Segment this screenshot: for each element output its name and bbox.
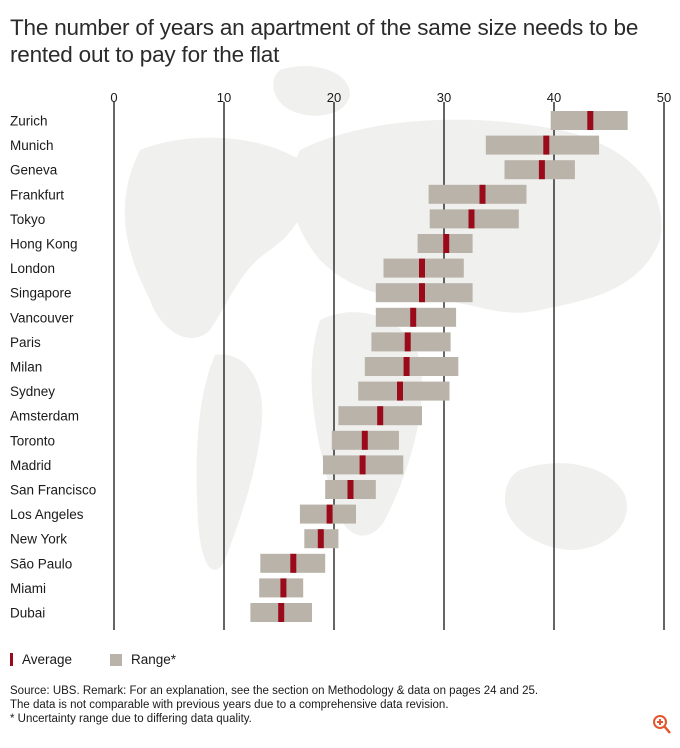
- zoom-icon[interactable]: [652, 714, 672, 736]
- city-label: Munich: [10, 138, 54, 153]
- city-label: Toronto: [10, 433, 55, 448]
- x-tick-label: 30: [437, 90, 451, 105]
- city-label: Amsterdam: [10, 409, 79, 424]
- x-tick-label: 10: [217, 90, 231, 105]
- city-label: Miami: [10, 581, 46, 596]
- average-marker: [404, 332, 411, 352]
- average-marker: [538, 160, 545, 180]
- legend-range: Range*: [110, 652, 176, 667]
- average-marker: [377, 406, 384, 426]
- city-label: San Francisco: [10, 483, 96, 498]
- city-label: Paris: [10, 335, 41, 350]
- average-marker: [397, 381, 403, 401]
- range-bar: [358, 381, 450, 401]
- city-label: Madrid: [10, 458, 51, 473]
- average-marker: [419, 258, 425, 278]
- city-label: Hong Kong: [10, 237, 78, 252]
- average-marker: [410, 307, 417, 327]
- x-tick-label: 20: [327, 90, 341, 105]
- city-label: Frankfurt: [10, 187, 64, 202]
- average-marker: [543, 135, 550, 155]
- source-line: Source: UBS. Remark: For an explanation,…: [10, 685, 539, 697]
- average-marker: [468, 209, 475, 229]
- range-chart: 0 10 20 30 40 50 Zurich Munich Geneva Frankfurt T…: [10, 66, 671, 630]
- city-label: Zurich: [10, 114, 48, 129]
- range-bar: [371, 332, 451, 352]
- city-label: Singapore: [10, 286, 72, 301]
- city-label: Dubai: [10, 606, 45, 621]
- city-label: São Paulo: [10, 556, 72, 571]
- source-note: Source: UBS. Remark: For an explanation,…: [10, 684, 660, 726]
- city-label: London: [10, 261, 55, 276]
- average-marker: [359, 455, 366, 475]
- average-marker: [280, 578, 287, 598]
- legend-average-swatch: [10, 653, 13, 666]
- range-bar: [364, 357, 459, 376]
- x-tick-label: 50: [657, 90, 671, 105]
- chart-title: The number of years an apartment of the …: [10, 15, 639, 67]
- city-label: Tokyo: [10, 212, 45, 227]
- remark-line: The data is not comparable with previous…: [10, 699, 449, 711]
- city-label: New York: [10, 532, 67, 547]
- average-marker: [317, 529, 324, 549]
- x-tick-label: 40: [547, 90, 561, 105]
- range-bar: [485, 135, 600, 155]
- average-marker: [326, 504, 333, 524]
- average-marker: [587, 111, 594, 130]
- legend-range-label: Range*: [131, 652, 177, 667]
- city-label: Geneva: [10, 163, 58, 178]
- city-label: Los Angeles: [10, 507, 84, 522]
- average-marker: [347, 480, 354, 499]
- average-marker: [443, 234, 450, 253]
- legend-average-label: Average: [22, 652, 73, 667]
- footnote-line: * Uncertainty range due to differing dat…: [10, 713, 252, 725]
- average-marker: [278, 603, 285, 622]
- legend-average: Average: [10, 652, 72, 667]
- city-label: Milan: [10, 360, 42, 375]
- legend-range-swatch: [110, 653, 122, 666]
- average-marker: [419, 283, 425, 303]
- range-bar: [428, 184, 527, 204]
- average-marker: [403, 357, 410, 376]
- average-marker: [361, 430, 368, 450]
- x-tick-label: 0: [110, 90, 117, 105]
- city-label: Sydney: [10, 384, 55, 399]
- city-label: Vancouver: [10, 310, 74, 325]
- average-marker: [290, 553, 297, 573]
- average-marker: [479, 184, 486, 204]
